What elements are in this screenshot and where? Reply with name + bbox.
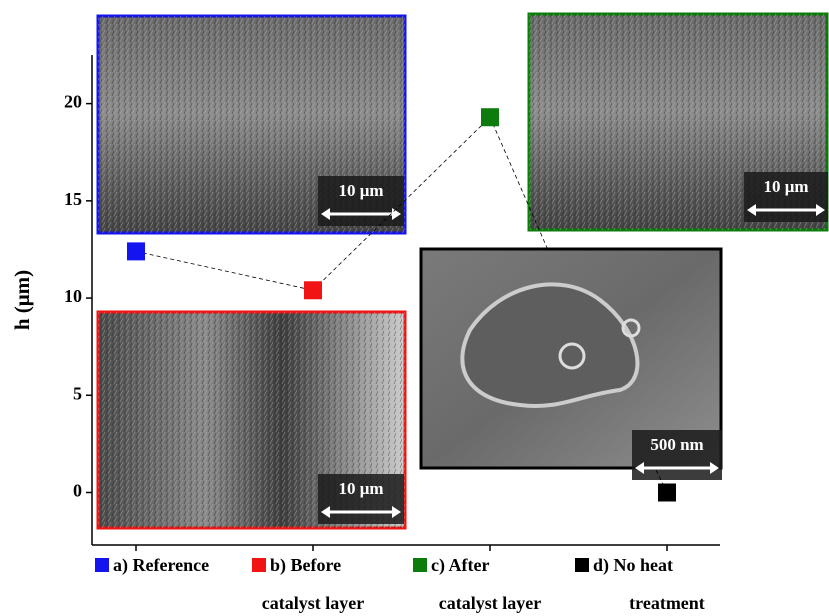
x-tick-label: a) Reference: [113, 555, 209, 576]
y-tick-label: 15: [64, 189, 82, 209]
x-tick-label: d) No heat: [593, 555, 673, 576]
point: [658, 484, 676, 502]
legend-swatch: [413, 558, 427, 572]
y-tick-label: 10: [64, 286, 82, 306]
scale-bar-label: 10 μm: [338, 181, 383, 200]
point: [481, 108, 499, 126]
point: [127, 242, 145, 260]
scale-bar-label: 10 μm: [338, 479, 383, 498]
x-tick-label: treatment: [629, 593, 705, 613]
y-tick-label: 20: [64, 92, 82, 112]
x-tick-label: catalyst layer: [262, 593, 364, 613]
x-tick-label: b) Before: [270, 555, 341, 576]
chart: 0 5 10 15 20 a) Reference b) Before catalyst la…: [0, 0, 829, 616]
y-tick-label: 0: [73, 481, 82, 501]
scale-bar-label: 10 μm: [763, 177, 808, 196]
x-tick-label: catalyst layer: [439, 593, 541, 613]
legend-swatch: [575, 558, 589, 572]
legend-swatch: [95, 558, 109, 572]
y-axis-label: h (μm): [10, 270, 34, 330]
y-tick-label: 5: [73, 383, 82, 403]
point: [304, 281, 322, 299]
legend-swatch: [252, 558, 266, 572]
scale-bar-label: 500 nm: [650, 435, 703, 454]
x-tick-label: c) After: [431, 555, 489, 576]
